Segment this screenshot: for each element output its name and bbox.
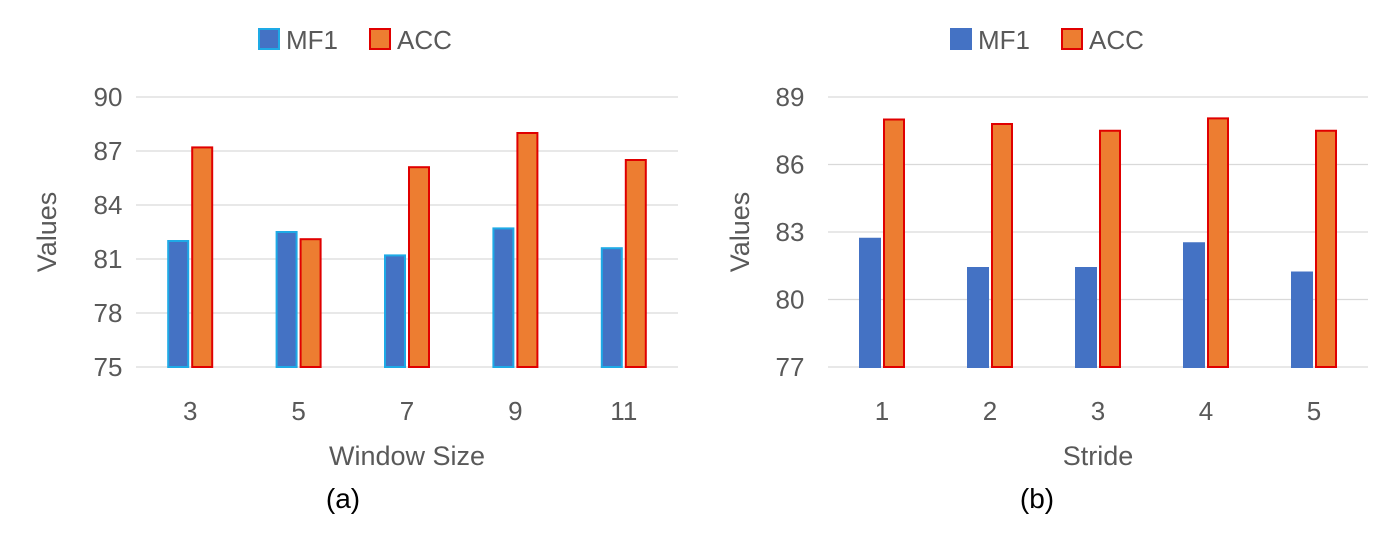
chart-a-bar-acc-5 [299, 238, 322, 368]
chart-a-y-axis-label: Values [32, 192, 62, 273]
chart-a-bar-mf1-11 [600, 247, 623, 368]
chart-b-legend-label-mf1: MF1 [978, 25, 1030, 55]
chart-b-bar-acc-4 [1207, 117, 1229, 368]
chart-b-xtick-label: 4 [1199, 396, 1213, 426]
chart-b-bar-mf1-2 [967, 267, 989, 368]
chart-b-ytick-label: 77 [776, 352, 805, 382]
chart-a-xtick-label: 5 [291, 396, 305, 426]
chart-b-legend-swatch-acc [1061, 28, 1083, 50]
chart-a-ytick-label: 87 [94, 136, 123, 166]
chart-a-xtick-label: 7 [400, 396, 414, 426]
chart-a-x-axis-label: Window Size [329, 441, 485, 471]
chart-a-bar-acc-3 [191, 146, 214, 368]
chart-b-bar-mf1-5 [1291, 271, 1313, 368]
chart-a-bar-mf1-5 [275, 231, 298, 368]
chart-a-bar-acc-11 [624, 159, 647, 368]
chart-a-bar-acc-7 [408, 166, 430, 368]
chart-a-legend-label-acc: ACC [397, 25, 452, 55]
chart-b-xtick-label: 1 [875, 396, 889, 426]
chart-a-xtick-label: 11 [610, 396, 637, 426]
chart-a-ytick-label: 81 [94, 244, 123, 274]
chart-b-bar-acc-5 [1315, 129, 1337, 368]
chart-a-panel-caption: (a) [326, 483, 360, 514]
chart-b-xtick-label: 3 [1091, 396, 1105, 426]
chart-a-bar-mf1-7 [384, 254, 406, 368]
chart-a-xtick-label: 9 [508, 396, 522, 426]
chart-b-legend-swatch-mf1 [950, 28, 972, 50]
chart-b-bar-acc-1 [883, 118, 905, 368]
chart-b-legend-label-acc: ACC [1089, 25, 1144, 55]
chart-a-legend-swatch-acc [369, 28, 391, 50]
chart-a-bar-mf1-9 [492, 227, 515, 368]
chart-b-panel-caption: (b) [1020, 483, 1054, 514]
chart-b-y-axis-label: Values [725, 192, 755, 273]
chart-b-ytick-label: 80 [776, 285, 805, 315]
chart-a-bar-mf1-3 [167, 240, 190, 368]
chart-b-ytick-label: 83 [776, 217, 805, 247]
chart-a-legend-label-mf1: MF1 [286, 25, 338, 55]
chart-a-bar-acc-9 [516, 132, 539, 368]
chart-b-bar-mf1-3 [1075, 267, 1097, 368]
chart-b-x-axis-label: Stride [1063, 441, 1134, 471]
chart-b-bar-mf1-4 [1183, 242, 1205, 368]
chart-a-ytick-label: 75 [94, 352, 123, 382]
chart-b-bar-acc-2 [991, 123, 1013, 368]
chart-a-legend-swatch-mf1 [258, 28, 280, 50]
chart-b-ytick-label: 86 [776, 150, 805, 180]
chart-a-ytick-label: 90 [94, 82, 123, 112]
chart-a-ytick-label: 84 [94, 190, 123, 220]
chart-b-xtick-label: 5 [1307, 396, 1321, 426]
chart-b-ytick-label: 89 [776, 82, 805, 112]
chart-a-ytick-label: 78 [94, 298, 123, 328]
chart-b-bar-mf1-1 [859, 237, 881, 368]
chart-b-xtick-label: 2 [983, 396, 997, 426]
chart-b-bar-acc-3 [1099, 129, 1121, 368]
chart-a-xtick-label: 3 [183, 396, 197, 426]
